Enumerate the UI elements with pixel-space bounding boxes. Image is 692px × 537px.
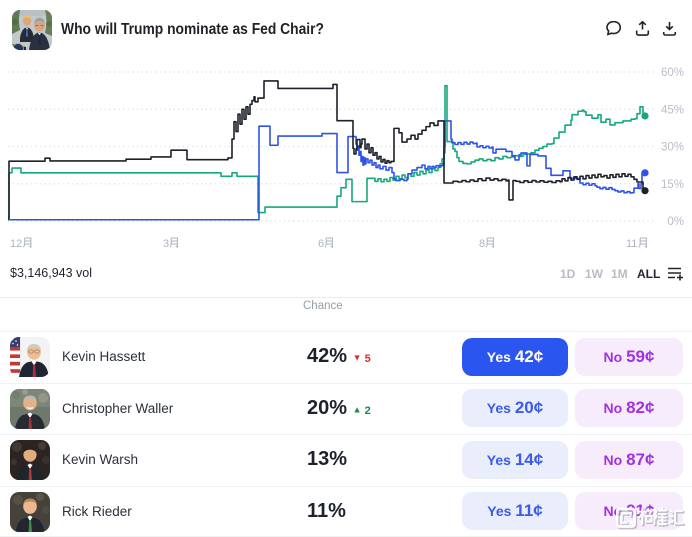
svg-text:0%: 0% [667, 216, 684, 228]
svg-text:12: 12 [10, 238, 22, 250]
svg-text:3: 3 [163, 238, 169, 250]
svg-text:15%: 15% [661, 179, 684, 191]
svg-text:8: 8 [479, 238, 485, 250]
svg-text:30%: 30% [661, 142, 684, 154]
svg-text:6: 6 [318, 238, 324, 250]
svg-text:60%: 60% [661, 67, 684, 79]
svg-text:11: 11 [626, 238, 637, 250]
svg-text:45%: 45% [661, 105, 684, 117]
